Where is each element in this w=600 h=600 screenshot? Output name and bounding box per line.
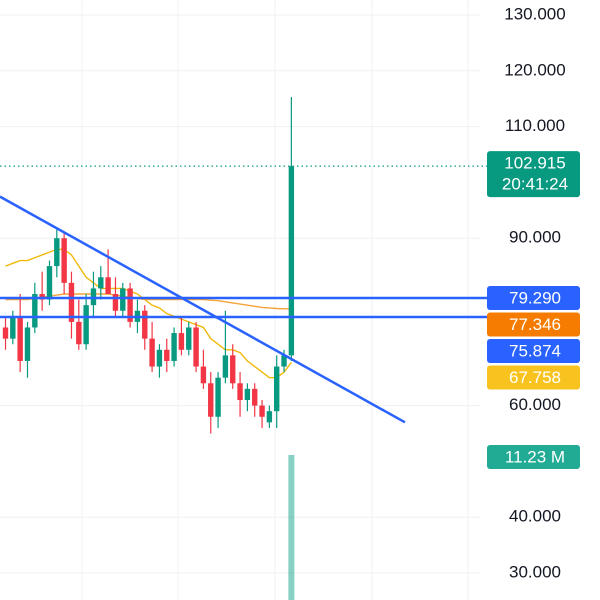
last-price-time: 20:41:24 (502, 175, 568, 194)
candle-body (244, 388, 251, 401)
candle-body (24, 327, 31, 361)
volume-bar (288, 455, 295, 600)
candle-body (186, 327, 192, 350)
candle-body (46, 266, 53, 300)
candle-body (32, 294, 38, 328)
candle-body (142, 310, 148, 339)
y-tick-label: 60.000 (509, 395, 561, 414)
moving-average (5, 293, 292, 310)
volume-label-box (487, 445, 580, 469)
candle-body (222, 355, 229, 378)
y-tick-label: 110.000 (505, 116, 565, 135)
candle-body (156, 349, 163, 367)
vertical-grid (81, 0, 469, 600)
candle-body (149, 338, 155, 367)
candle-body (215, 377, 221, 417)
trend-line (0, 195, 406, 424)
candle-body (17, 316, 23, 361)
candle-body (2, 327, 9, 339)
candle-body (105, 277, 111, 295)
y-tick-label: 90.000 (509, 228, 561, 247)
price-label-box (487, 365, 580, 390)
candle-body (10, 316, 16, 339)
candle-body (83, 305, 89, 345)
price-label: 79.290 (509, 288, 561, 307)
price-label: 77.346 (509, 315, 561, 334)
candle-body (274, 366, 280, 412)
candle-body (54, 238, 60, 267)
volume-label: 11.23 M (505, 447, 565, 466)
y-tick-label: 40.000 (509, 507, 561, 526)
candle-body (61, 238, 67, 283)
price-label: 67.758 (509, 368, 561, 387)
candle-body (259, 405, 265, 417)
candle-body (237, 383, 243, 401)
candle-body (98, 277, 104, 289)
y-tick-label: 30.000 (509, 562, 561, 581)
y-tick-label: 130.000 (504, 4, 565, 23)
candle-body (112, 294, 119, 311)
y-tick-label: 120.000 (504, 60, 565, 79)
last-price-box (487, 151, 580, 198)
price-label-box (487, 285, 580, 310)
candle-body (281, 355, 287, 367)
price-label-box (487, 312, 580, 337)
last-price-label: 102.915 (504, 154, 565, 173)
candle-body (76, 321, 82, 345)
candle-body (178, 333, 185, 350)
candle-body (193, 327, 199, 367)
candle-body (127, 288, 133, 322)
candle-body (230, 355, 236, 384)
moving-average (5, 248, 292, 379)
price-label-box (487, 338, 580, 363)
candle-body (164, 349, 170, 361)
candle-body (266, 411, 273, 423)
candle-body (171, 333, 177, 361)
candle-body (252, 388, 258, 406)
price-label: 75.874 (509, 341, 561, 360)
candle-body (200, 366, 207, 384)
candle-body (288, 166, 295, 356)
candle-body (120, 288, 126, 311)
candle-body (208, 383, 214, 417)
candle-body (68, 282, 75, 322)
